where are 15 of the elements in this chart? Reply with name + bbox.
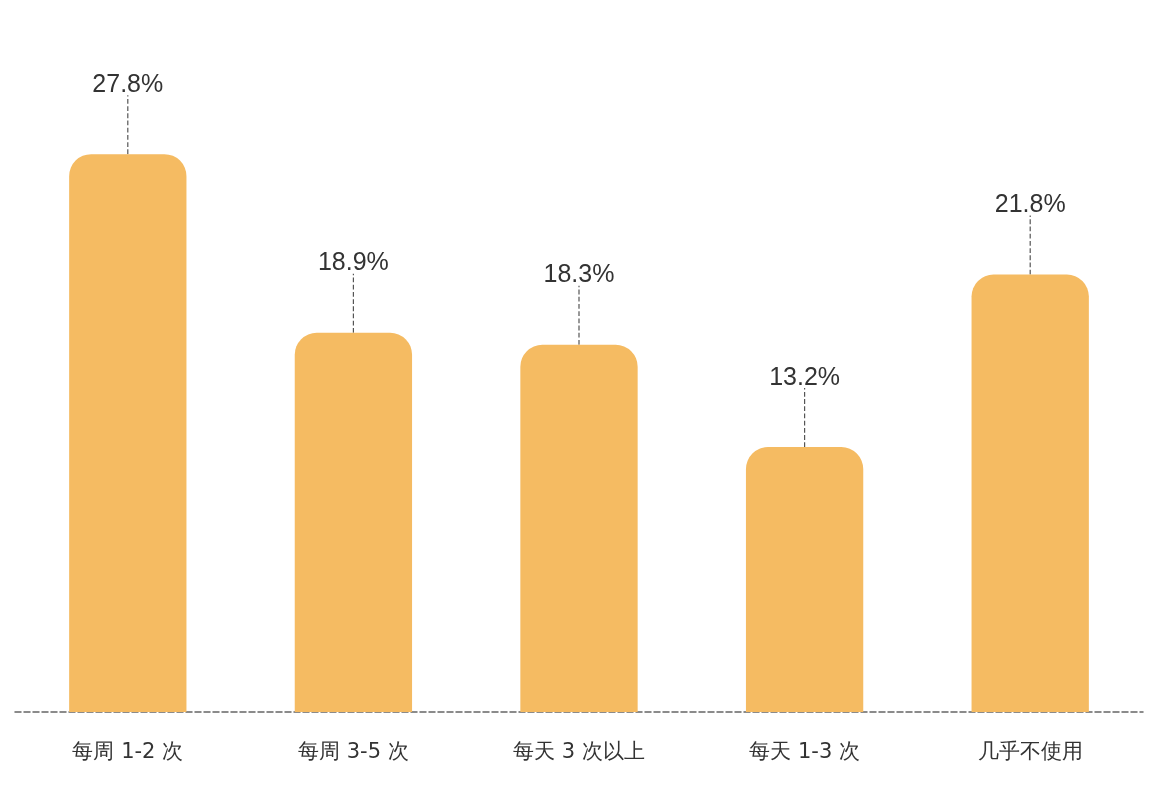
data-label: 18.3% [543, 259, 615, 288]
bar [69, 154, 187, 712]
x-tick-label: 每天 1-3 次 [749, 738, 860, 763]
data-label: 21.8% [994, 189, 1066, 218]
bar [520, 344, 638, 712]
x-tick-label: 每周 1-2 次 [72, 738, 184, 763]
data-label: 13.2% [769, 361, 841, 390]
data-label: 27.8% [92, 68, 164, 97]
bar [745, 447, 864, 712]
data-label: 18.9% [317, 247, 389, 276]
bar [294, 332, 413, 712]
x-tick-label: 每天 3 次以上 [513, 738, 645, 763]
bar [971, 274, 1089, 712]
x-tick-label: 每周 3-5 次 [298, 738, 409, 763]
x-tick-label: 几乎不使用 [977, 738, 1083, 763]
